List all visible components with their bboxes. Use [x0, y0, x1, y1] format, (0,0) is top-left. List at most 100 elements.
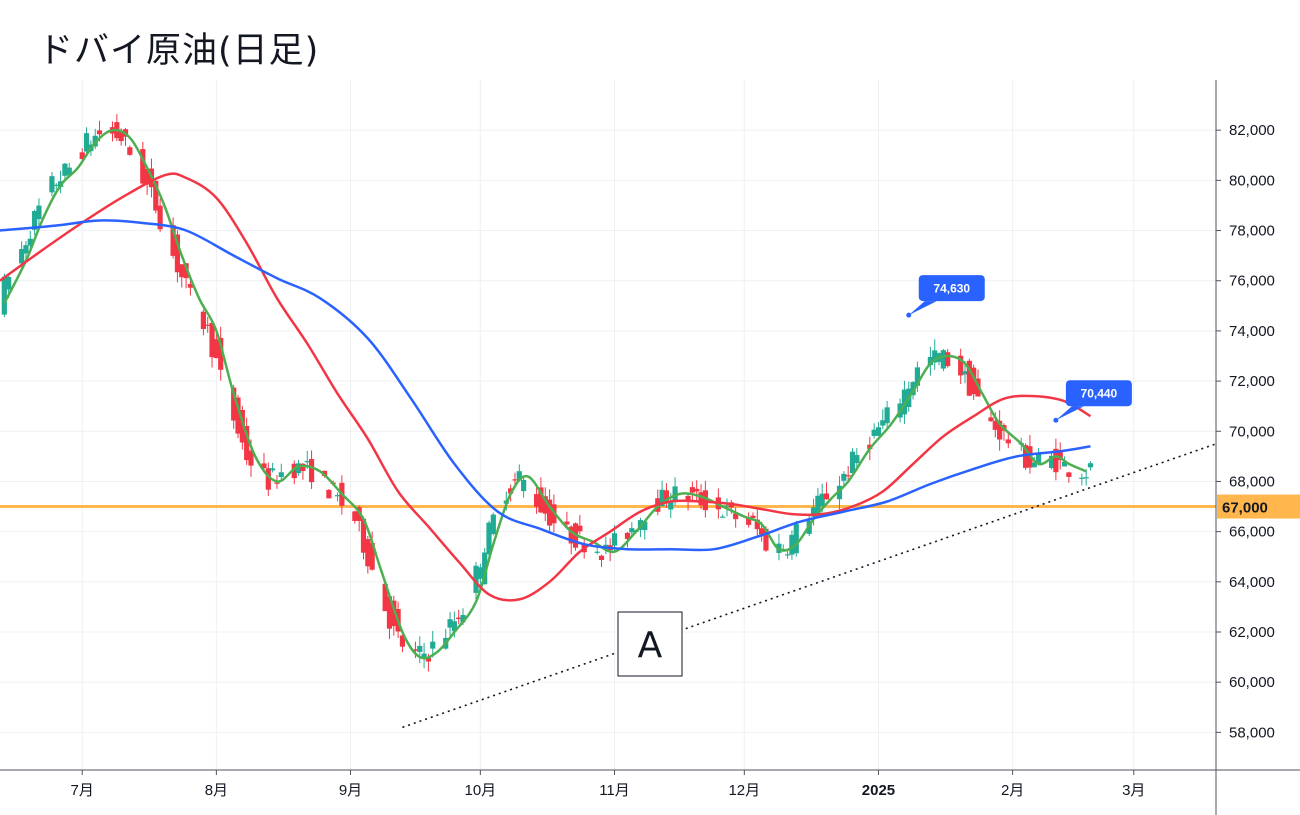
candle-body [624, 532, 631, 540]
candle-body [244, 425, 250, 461]
candle-body [698, 492, 704, 506]
candle-body [79, 152, 85, 160]
candle-body [270, 468, 276, 471]
candle-body [399, 635, 406, 647]
candle-body [932, 350, 938, 363]
candle-body [1, 276, 7, 315]
candle-body [845, 475, 851, 477]
candle-body [274, 482, 280, 484]
candle-body [326, 489, 332, 499]
candle-body [1079, 477, 1085, 479]
x-tick-label: 2025 [862, 782, 895, 799]
candle-body [170, 225, 176, 256]
candle-body [533, 494, 540, 507]
callout-label: 74,630 [933, 282, 970, 296]
candle-body [412, 649, 419, 651]
candle-body [689, 487, 695, 493]
candle-body [854, 455, 860, 464]
candle-body [875, 427, 882, 436]
candle-body [235, 397, 241, 434]
candle-body [118, 131, 124, 142]
candle-body [425, 657, 432, 662]
candle-body [914, 367, 921, 386]
candle-body [460, 614, 466, 623]
candle-body [421, 653, 427, 658]
candle-body [685, 495, 691, 501]
y-tick-label: 78,000 [1229, 223, 1275, 240]
callout-box [918, 275, 985, 302]
candle-body [1048, 455, 1055, 469]
candle-body [793, 523, 799, 554]
candle-body [884, 407, 890, 424]
candle-body [265, 468, 271, 490]
candle-body [516, 471, 522, 481]
candle-body [577, 525, 583, 532]
candle-body [966, 360, 972, 396]
candle-body [568, 526, 574, 544]
candle-body [66, 167, 72, 176]
candle-body [598, 555, 605, 560]
candle-body [841, 473, 847, 481]
y-tick-label: 62,000 [1229, 624, 1275, 641]
candle-body [365, 539, 371, 567]
candle-body [720, 516, 726, 518]
candle-body [62, 163, 68, 176]
candle-body [724, 505, 730, 507]
candle-body [1035, 452, 1042, 463]
chart-title: ドバイ原油(日足) [38, 31, 320, 71]
candle-body [382, 583, 388, 612]
candle-body [205, 324, 211, 326]
candle-body [958, 355, 964, 376]
candle-body [231, 387, 237, 421]
candles [1, 114, 1094, 672]
grid [0, 80, 1216, 770]
y-tick-label: 60,000 [1229, 674, 1275, 691]
candle-body [819, 493, 825, 507]
candle-body [187, 284, 194, 288]
candle-body [482, 552, 488, 585]
x-tick-label: 10月 [464, 782, 496, 799]
candle-body [1031, 462, 1037, 468]
candle-body [512, 479, 518, 481]
candle-body [508, 488, 514, 494]
candle-body [248, 450, 254, 466]
callout-point [1053, 417, 1059, 423]
candle-body [183, 263, 189, 279]
candle-body [611, 533, 618, 546]
candle-body [784, 554, 791, 556]
y-tick-label: 70,000 [1229, 423, 1275, 440]
candle-body [127, 147, 133, 155]
callout-box [1065, 380, 1132, 407]
candle-body [352, 511, 358, 521]
candle-body [391, 600, 397, 627]
candle-body [945, 352, 951, 367]
candle-body [200, 311, 206, 330]
candle-body [417, 645, 423, 652]
candle-body [304, 461, 310, 463]
candle-body [1053, 448, 1059, 473]
candle-body [1022, 445, 1029, 468]
candle-body [157, 205, 163, 230]
support-price-tag [1217, 494, 1300, 519]
candle-body [971, 367, 977, 395]
candle-body [642, 521, 648, 531]
y-tick-label: 76,000 [1229, 273, 1275, 290]
candle-body [386, 596, 393, 629]
candle-body [308, 459, 315, 483]
y-tick-label: 68,000 [1229, 473, 1275, 490]
candle-body [789, 534, 795, 555]
candle-body [261, 463, 267, 469]
candle-body [239, 409, 245, 443]
candle-body [962, 371, 968, 375]
candle-body [668, 501, 674, 510]
candle-body [1083, 477, 1089, 479]
candle-body [940, 350, 946, 369]
candle-body [477, 567, 483, 579]
y-tick-label: 66,000 [1229, 524, 1275, 541]
candle-body [83, 133, 90, 152]
candle-body [815, 495, 821, 515]
candle-body [447, 619, 453, 628]
x-tick-label: 8月 [205, 782, 228, 799]
ma-line-blue [0, 219, 1091, 552]
